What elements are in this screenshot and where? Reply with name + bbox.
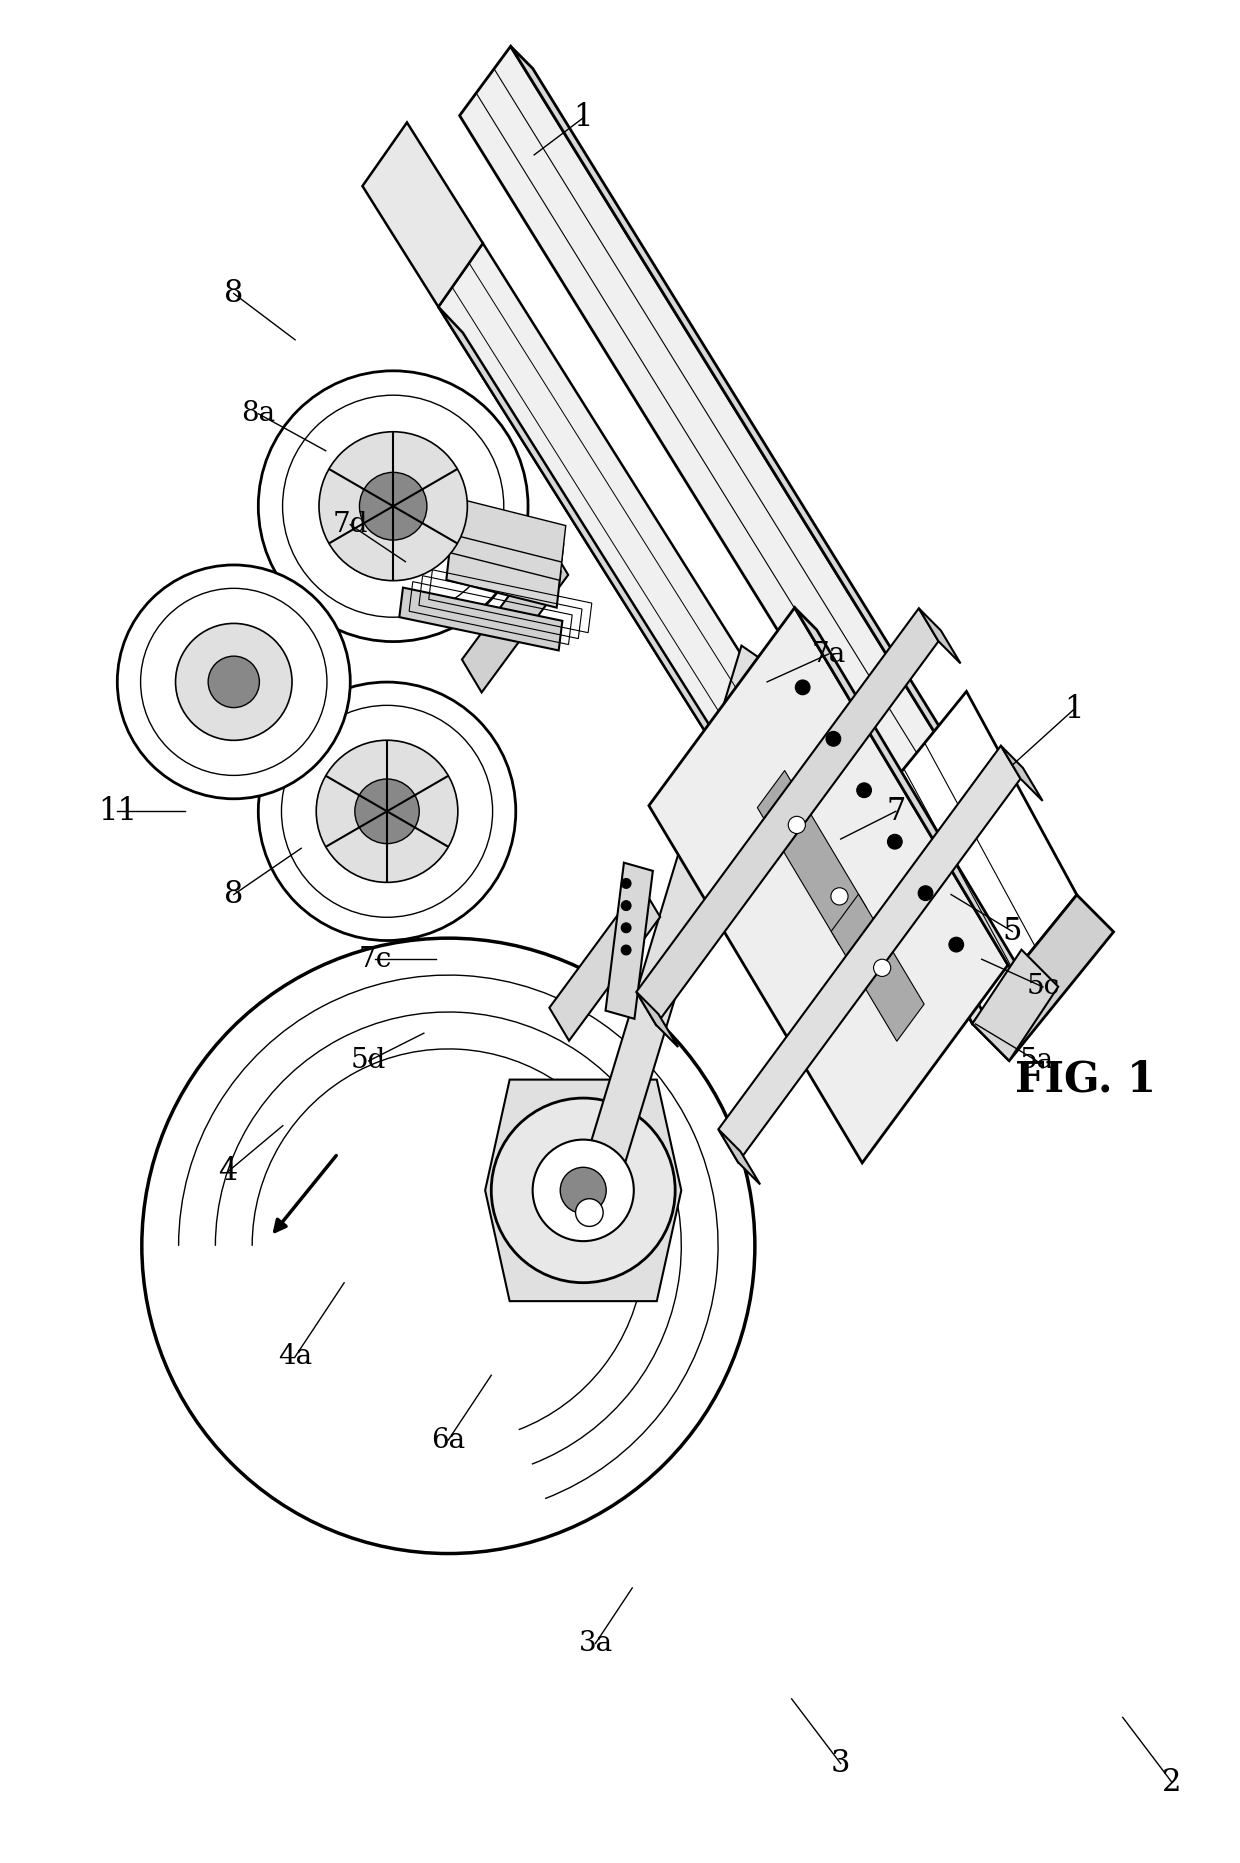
Polygon shape xyxy=(919,609,961,663)
Ellipse shape xyxy=(140,589,327,775)
Text: 2: 2 xyxy=(1162,1766,1182,1798)
Ellipse shape xyxy=(826,732,841,747)
Ellipse shape xyxy=(789,816,806,833)
Ellipse shape xyxy=(258,682,516,941)
Ellipse shape xyxy=(533,1140,634,1241)
Ellipse shape xyxy=(176,624,291,740)
Ellipse shape xyxy=(621,900,631,911)
Polygon shape xyxy=(446,544,560,607)
Ellipse shape xyxy=(560,1168,606,1213)
Ellipse shape xyxy=(281,706,492,917)
Ellipse shape xyxy=(621,945,631,956)
Ellipse shape xyxy=(918,885,932,900)
Polygon shape xyxy=(862,820,1009,1060)
Text: 5a: 5a xyxy=(1019,1047,1054,1075)
Ellipse shape xyxy=(949,937,963,952)
Polygon shape xyxy=(718,1129,760,1185)
Text: 1: 1 xyxy=(573,102,593,134)
Text: 5d: 5d xyxy=(351,1047,387,1075)
Polygon shape xyxy=(511,47,1035,881)
Polygon shape xyxy=(439,244,813,835)
Text: 7: 7 xyxy=(887,796,905,827)
Ellipse shape xyxy=(258,371,528,641)
Polygon shape xyxy=(485,1079,681,1300)
Text: 8: 8 xyxy=(224,879,243,909)
Text: 4a: 4a xyxy=(278,1343,312,1371)
Ellipse shape xyxy=(316,740,458,883)
Ellipse shape xyxy=(319,432,467,581)
Polygon shape xyxy=(972,950,1058,1060)
Polygon shape xyxy=(636,991,678,1047)
Text: 7d: 7d xyxy=(332,510,368,538)
Ellipse shape xyxy=(795,680,810,695)
Polygon shape xyxy=(439,307,794,859)
Polygon shape xyxy=(795,607,1030,987)
Text: 5: 5 xyxy=(1003,917,1022,946)
Polygon shape xyxy=(636,609,939,1025)
Polygon shape xyxy=(451,497,565,563)
Text: 8: 8 xyxy=(224,278,243,309)
Ellipse shape xyxy=(857,782,872,797)
Ellipse shape xyxy=(888,835,903,850)
Ellipse shape xyxy=(831,889,848,905)
Ellipse shape xyxy=(360,473,427,540)
Polygon shape xyxy=(463,542,568,693)
Text: 8a: 8a xyxy=(242,401,275,427)
Polygon shape xyxy=(758,771,867,945)
Text: 4: 4 xyxy=(218,1157,237,1187)
Text: 7c: 7c xyxy=(358,946,392,972)
Ellipse shape xyxy=(491,1097,675,1284)
Polygon shape xyxy=(649,607,1008,1163)
Ellipse shape xyxy=(118,564,350,799)
Polygon shape xyxy=(549,885,660,1041)
Ellipse shape xyxy=(873,959,890,976)
Ellipse shape xyxy=(355,779,419,844)
Ellipse shape xyxy=(208,656,259,708)
Text: 11: 11 xyxy=(98,796,136,827)
Polygon shape xyxy=(831,894,924,1041)
Polygon shape xyxy=(399,587,563,650)
Text: 5c: 5c xyxy=(1027,974,1059,1000)
Polygon shape xyxy=(972,894,1114,1060)
Polygon shape xyxy=(460,47,1013,930)
Ellipse shape xyxy=(575,1198,603,1226)
Text: 6a: 6a xyxy=(432,1427,465,1453)
Text: 1: 1 xyxy=(1064,695,1084,725)
Text: 7a: 7a xyxy=(811,641,846,667)
Text: 3: 3 xyxy=(831,1747,851,1779)
Polygon shape xyxy=(449,516,564,579)
Polygon shape xyxy=(862,691,1076,1023)
Text: 3a: 3a xyxy=(578,1630,613,1656)
Polygon shape xyxy=(591,646,775,1164)
Ellipse shape xyxy=(621,879,631,889)
Polygon shape xyxy=(362,123,482,307)
Polygon shape xyxy=(718,745,1021,1163)
Polygon shape xyxy=(605,863,652,1019)
Ellipse shape xyxy=(141,939,755,1554)
Polygon shape xyxy=(1001,745,1043,801)
Ellipse shape xyxy=(621,922,631,933)
Ellipse shape xyxy=(283,395,503,617)
Text: FIG. 1: FIG. 1 xyxy=(1016,1058,1157,1101)
